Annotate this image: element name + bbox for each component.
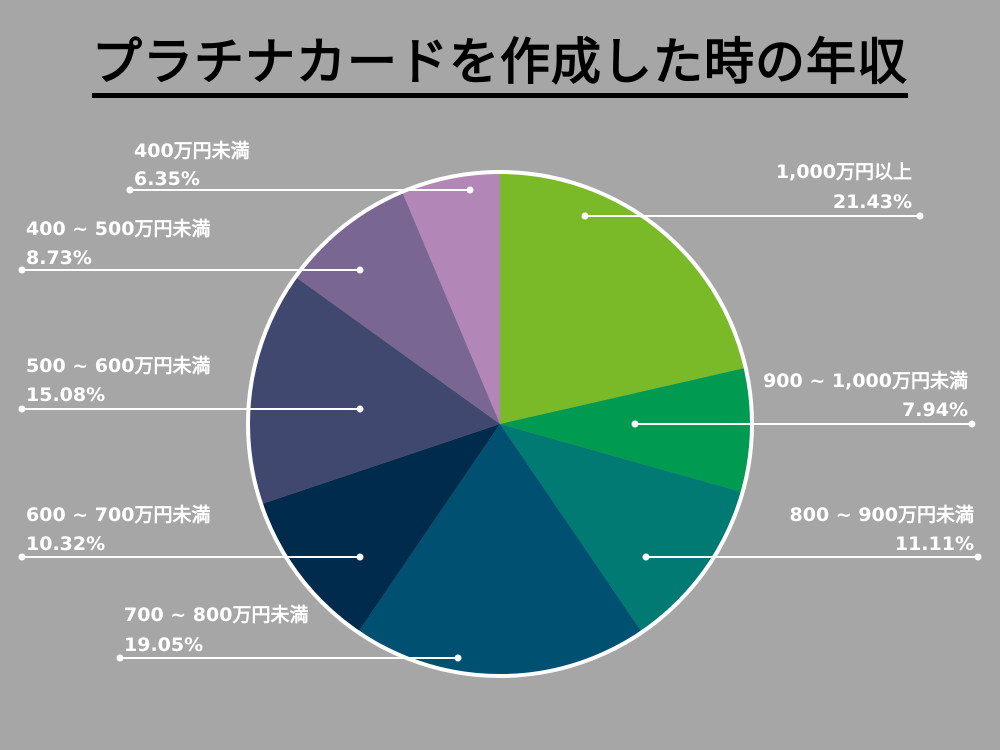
slice-value-7: 8.73% [26,247,92,269]
callout-dot-8 [466,186,474,194]
slice-value-2: 7.94% [902,399,968,421]
slice-label-1: 1,000万円以上 [776,161,912,183]
callout-dot-4 [454,654,462,662]
pie-callouts: 1,000万円以上 21.43% 900 ~ 1,000万円未満 7.94% 800 ~… [18,139,982,662]
callout-dot-6 [356,405,364,413]
pie-slice-3 [500,424,743,633]
callout-end-3 [974,553,982,561]
slice-label-4: 700 ~ 800万円未満 [124,603,308,626]
slice-value-6: 15.08% [26,384,105,406]
slice-label-3: 800 ~ 900万円未満 [790,503,974,526]
slice-value-8: 6.35% [134,168,200,190]
callout-dot-2 [631,420,639,428]
chart-title: プラチナカードを作成した時の年収 [0,22,1000,98]
callout-dot-1 [581,212,589,220]
pie-slice-6 [247,276,500,505]
callout-dot-7 [356,266,364,274]
callout-dot-3 [642,553,650,561]
slice-value-1: 21.43% [833,191,912,213]
callout-end-2 [968,420,976,428]
slice-value-4: 19.05% [124,634,203,656]
slice-label-8: 400万円未満 [134,139,250,162]
callout-end-1 [916,212,924,220]
slice-label-7: 400 ~ 500万円未満 [26,217,210,240]
callout-end-5 [18,553,26,561]
pie-slice-8 [402,172,500,424]
pie-slice-2 [500,367,752,493]
slice-label-2: 900 ~ 1,000万円未満 [763,369,968,392]
slice-value-5: 10.32% [26,533,105,555]
pie-slice-5 [261,424,500,633]
pie-slice-1 [500,172,746,424]
pie-slice-4 [358,424,642,677]
callout-end-6 [18,405,26,413]
slice-value-3: 11.11% [895,533,974,555]
callout-end-7 [18,266,26,274]
pie-slice-7 [295,191,500,424]
callout-end-4 [116,654,124,662]
callout-dot-5 [356,553,364,561]
slice-label-6: 500 ~ 600万円未満 [26,354,210,377]
callout-end-8 [126,186,134,194]
chart-title-text: プラチナカードを作成した時の年収 [92,33,908,98]
slice-label-5: 600 ~ 700万円未満 [26,503,210,526]
pie-slices [247,172,752,677]
